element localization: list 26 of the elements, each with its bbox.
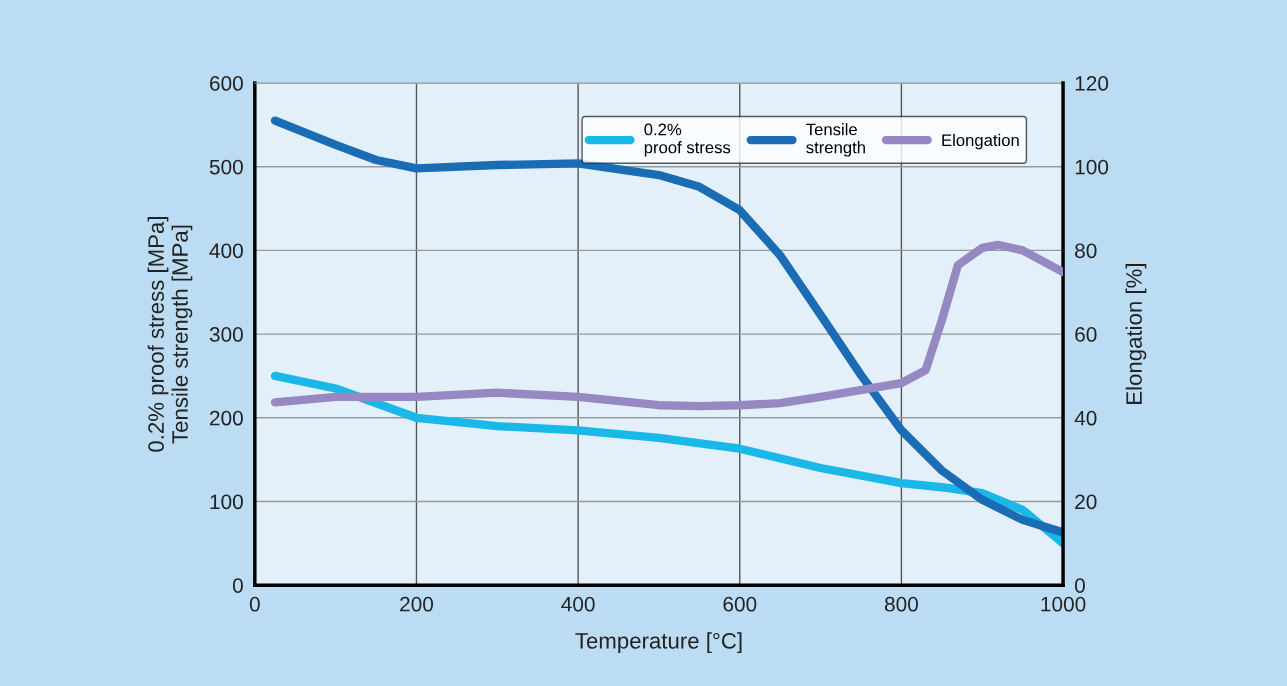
y2-tick-label: 60 xyxy=(1075,327,1097,342)
x-tick-label: 0 xyxy=(249,596,260,612)
x-tick-label: 400 xyxy=(561,596,595,612)
legend-label: Tensile strength xyxy=(806,123,865,157)
y2-tick-label: 0 xyxy=(1074,578,1085,593)
legend-label: Elongation xyxy=(942,133,1019,150)
y2-tick-label: 40 xyxy=(1074,410,1097,426)
y2-tick-label: 120 xyxy=(1075,76,1109,91)
y2-tick-label: 80 xyxy=(1075,243,1097,259)
x-tick-label: 1000 xyxy=(1041,596,1086,612)
y-tick-label: 300 xyxy=(209,327,243,342)
y-tick-label: 200 xyxy=(210,410,243,426)
x-tick-label: 800 xyxy=(884,596,918,612)
y-tick-label: 0 xyxy=(232,578,243,593)
y2-tick-label: 20 xyxy=(1075,494,1097,510)
y-tick-label: 500 xyxy=(209,159,243,175)
y-tick-label: 600 xyxy=(210,76,243,91)
y2-axis-title: Elongation [%] xyxy=(1125,264,1147,404)
x-tick-label: 600 xyxy=(723,596,757,612)
y2-tick-label: 100 xyxy=(1075,159,1109,175)
y-tick-label: 400 xyxy=(209,243,243,259)
y-axis-title: 0.2% proof stress [MPa] Tensile strength [MPa] xyxy=(147,217,193,452)
legend-label: 0.2% proof stress xyxy=(644,123,731,157)
x-axis-title: Temperature [°C] xyxy=(575,632,742,654)
y-tick-label: 100 xyxy=(210,494,243,510)
x-tick-label: 200 xyxy=(400,596,434,612)
